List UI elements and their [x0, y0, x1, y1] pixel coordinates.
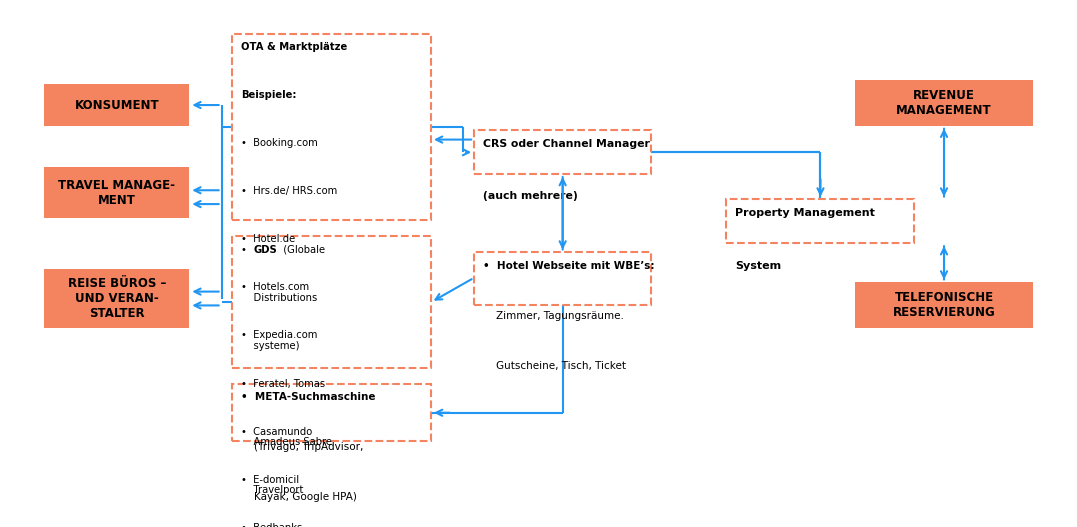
Text: Travelport: Travelport [241, 485, 304, 495]
Text: •  META-Suchmaschine: • META-Suchmaschine [241, 392, 376, 402]
Text: KONSUMENT: KONSUMENT [74, 99, 159, 112]
Text: Property Management: Property Management [736, 208, 875, 218]
Text: Amadeus Sabre: Amadeus Sabre [241, 437, 332, 447]
Text: CRS oder Channel Manager: CRS oder Channel Manager [482, 139, 649, 149]
FancyBboxPatch shape [44, 269, 190, 328]
FancyBboxPatch shape [233, 34, 431, 220]
Text: Beispiele:: Beispiele: [241, 90, 296, 100]
Text: •  Hotel.de: • Hotel.de [241, 235, 295, 245]
Text: •  Casamundo: • Casamundo [241, 427, 312, 437]
FancyBboxPatch shape [233, 384, 431, 441]
Text: (Globale: (Globale [278, 245, 325, 255]
Text: •  E-domicil: • E-domicil [241, 475, 299, 485]
FancyBboxPatch shape [727, 200, 914, 243]
Text: systeme): systeme) [241, 341, 299, 351]
FancyBboxPatch shape [474, 252, 652, 306]
Text: TELEFONISCHE
RESERVIERUNG: TELEFONISCHE RESERVIERUNG [893, 291, 995, 319]
FancyBboxPatch shape [233, 236, 431, 368]
FancyBboxPatch shape [855, 80, 1033, 126]
FancyBboxPatch shape [44, 84, 190, 126]
Text: Distributions: Distributions [241, 292, 318, 302]
Text: •  Booking.com: • Booking.com [241, 138, 318, 148]
Text: •  Expedia.com: • Expedia.com [241, 330, 318, 340]
Text: REVENUE
MANAGEMENT: REVENUE MANAGEMENT [896, 89, 992, 117]
Text: OTA & Marktplätze: OTA & Marktplätze [241, 42, 347, 52]
Text: •  Feratel, Tomas: • Feratel, Tomas [241, 378, 325, 388]
Text: Zimmer, Tagungsräume.: Zimmer, Tagungsräume. [482, 311, 624, 321]
FancyBboxPatch shape [474, 130, 652, 174]
Text: System: System [736, 261, 781, 271]
Text: (auch mehrere): (auch mehrere) [482, 191, 577, 201]
Text: •  Hrs.de/ HRS.com: • Hrs.de/ HRS.com [241, 186, 337, 196]
Text: REISE BÜROS –
UND VERAN-
STALTER: REISE BÜROS – UND VERAN- STALTER [68, 277, 166, 320]
Text: Kayak, Google HPA): Kayak, Google HPA) [241, 492, 356, 502]
Text: •  Bedbanks: • Bedbanks [241, 523, 303, 527]
Text: •  Hotel Webseite mit WBE’s:: • Hotel Webseite mit WBE’s: [482, 261, 654, 271]
Text: •: • [241, 245, 253, 255]
FancyBboxPatch shape [44, 167, 190, 218]
Text: TRAVEL MANAGE-
MENT: TRAVEL MANAGE- MENT [58, 179, 176, 207]
Text: (Trivago, TripAdvisor,: (Trivago, TripAdvisor, [241, 442, 363, 452]
Text: •  Hotels.com: • Hotels.com [241, 282, 309, 292]
Text: GDS: GDS [254, 245, 278, 255]
FancyBboxPatch shape [855, 282, 1033, 328]
Text: Gutscheine, Tisch, Ticket: Gutscheine, Tisch, Ticket [482, 361, 626, 371]
